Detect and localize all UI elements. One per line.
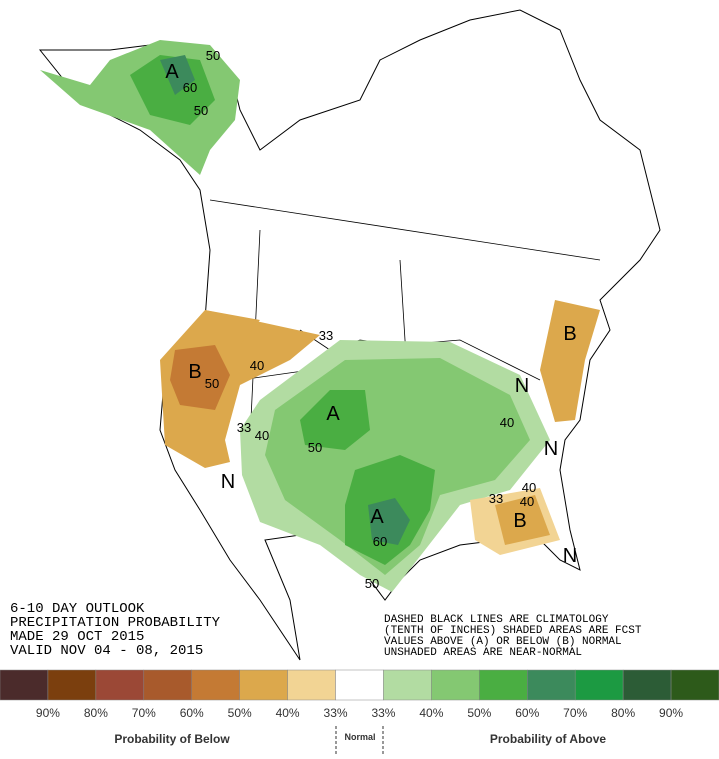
- legend-label: 50%: [228, 706, 252, 720]
- note-line: (TENTH OF INCHES) SHADED AREAS ARE FCST: [384, 625, 642, 637]
- legend-swatch: [670, 669, 719, 701]
- legend-label: 90%: [659, 706, 683, 720]
- note-text: DASHED BLACK LINES ARE CLIMATOLOGY(TENTH…: [384, 614, 642, 659]
- note-line: UNSHADED AREAS ARE NEAR-NORMAL: [384, 647, 582, 659]
- map-label: 33: [319, 328, 333, 343]
- map-label: N: [563, 545, 577, 567]
- below-title: Probability of Below: [114, 732, 230, 746]
- map-label: A: [326, 403, 340, 425]
- map-label: 33: [237, 420, 251, 435]
- map-label: 40: [520, 494, 534, 509]
- legend-swatch: [143, 669, 192, 701]
- legend-label: 33%: [324, 706, 348, 720]
- legend: 90% 80% 70% 60% 50% 40% 33% 33% 40% 50% 60% 70% 80% 9…: [0, 669, 719, 755]
- legend-label: 33%: [371, 706, 395, 720]
- map-label: B: [188, 361, 201, 383]
- shading: [40, 40, 600, 592]
- texas-above-60: [368, 498, 410, 545]
- map-label: A: [370, 506, 384, 528]
- map-label: 60: [183, 80, 197, 95]
- legend-label: 80%: [611, 706, 635, 720]
- legend-label: 70%: [563, 706, 587, 720]
- legend-swatch: [574, 669, 624, 701]
- legend-swatch: [431, 669, 480, 701]
- map-label: 60: [373, 534, 387, 549]
- map-label: 50: [308, 440, 322, 455]
- legend-label: 80%: [84, 706, 108, 720]
- legend-swatch: [95, 669, 145, 701]
- alaska-above-50: [130, 55, 215, 125]
- legend-swatch: [191, 669, 240, 701]
- map-label: 33: [489, 491, 503, 506]
- plains-above-50: [300, 390, 370, 450]
- legend-swatch: [287, 669, 336, 701]
- map-label: 50: [194, 103, 208, 118]
- map-label: 50: [206, 48, 220, 63]
- map-label: 40: [522, 480, 536, 495]
- map-label: 50: [365, 576, 379, 591]
- legend-swatch: [335, 669, 384, 701]
- legend-swatch: [0, 669, 49, 701]
- west-below-n: [205, 310, 260, 345]
- map-label: N: [221, 471, 235, 493]
- legend-swatch: [383, 669, 432, 701]
- southeast-below-40: [495, 495, 550, 545]
- outlook-line: 6-10 DAY OUTLOOK: [10, 601, 145, 617]
- map-label: A: [165, 61, 179, 83]
- note-line: DASHED BLACK LINES ARE CLIMATOLOGY: [384, 614, 609, 626]
- normal-title: Normal: [344, 732, 375, 742]
- legend-label: 90%: [36, 706, 60, 720]
- map-label: B: [513, 510, 526, 532]
- legend-swatch: [239, 669, 288, 701]
- map-label: N: [515, 375, 529, 397]
- map-label: B: [563, 323, 576, 345]
- legend-label: 60%: [180, 706, 204, 720]
- map-label: 40: [500, 415, 514, 430]
- map-label: N: [544, 438, 558, 460]
- legend-swatch: [479, 669, 528, 701]
- map-label: 40: [250, 358, 264, 373]
- legend-swatch: [527, 669, 576, 701]
- legend-label: 40%: [419, 706, 443, 720]
- map-label: 50: [205, 376, 219, 391]
- map-label: 40: [255, 428, 269, 443]
- legend-label: 70%: [132, 706, 156, 720]
- legend-swatch: [47, 669, 97, 701]
- legend-label: 50%: [467, 706, 491, 720]
- west-below-50: [170, 345, 230, 410]
- outlook-line: VALID NOV 04 - 08, 2015: [10, 643, 203, 659]
- legend-label: 60%: [515, 706, 539, 720]
- legend-label: 40%: [276, 706, 300, 720]
- outlook-line: MADE 29 OCT 2015: [10, 629, 144, 645]
- east-below: [540, 300, 600, 422]
- note-line: VALUES ABOVE (A) OR BELOW (B) NORMAL: [384, 636, 622, 648]
- legend-swatch: [622, 669, 672, 701]
- above-title: Probability of Above: [490, 732, 607, 746]
- alaska-above-60: [160, 55, 195, 95]
- outlook-line: PRECIPITATION PROBABILITY: [10, 615, 221, 631]
